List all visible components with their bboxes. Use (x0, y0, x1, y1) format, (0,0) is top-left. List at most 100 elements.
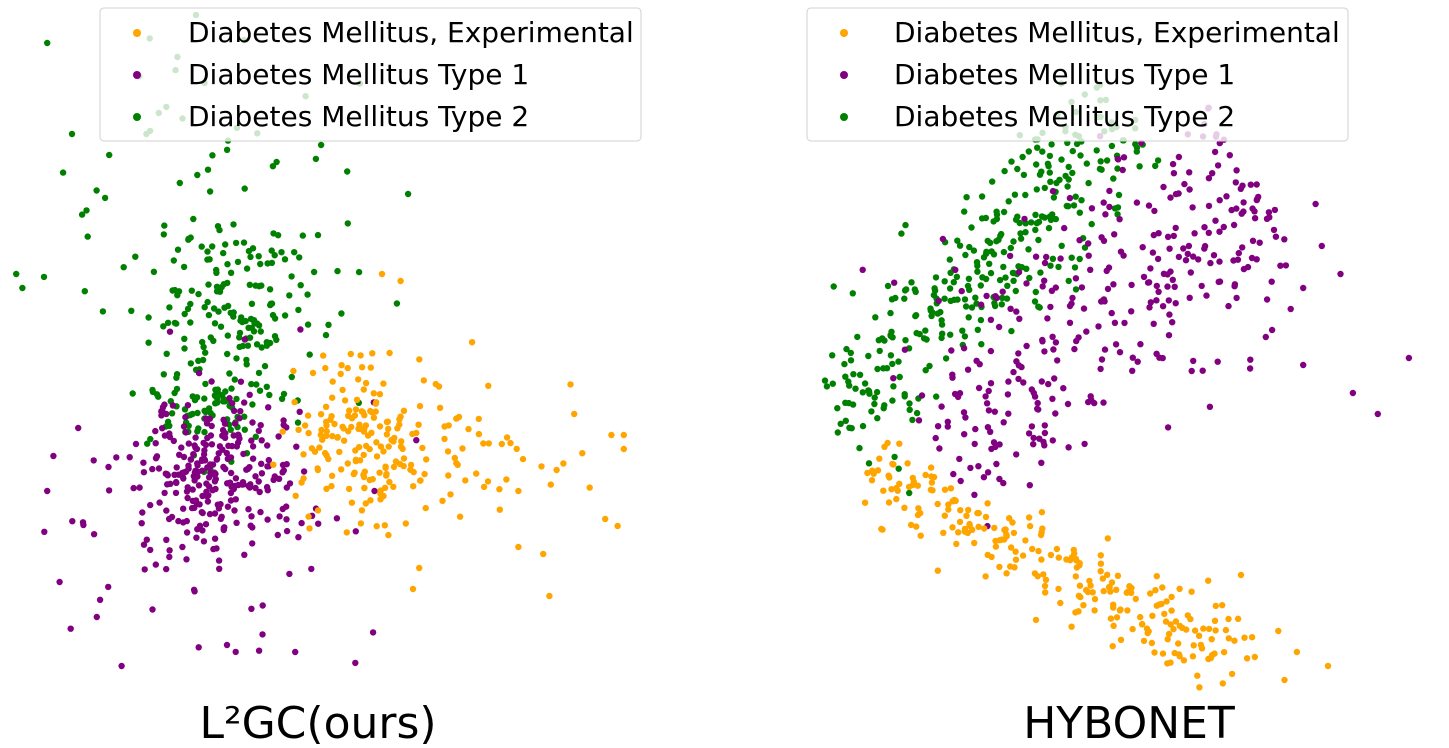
point-diabetes-mellitus-experimental (316, 444, 323, 451)
point-diabetes-mellitus-experimental (1034, 573, 1041, 580)
point-diabetes-mellitus-type-2 (83, 207, 90, 214)
point-diabetes-mellitus-type-2 (965, 275, 973, 282)
point-diabetes-mellitus-type-2 (1108, 142, 1116, 150)
point-diabetes-mellitus-experimental (455, 413, 463, 421)
point-diabetes-mellitus-experimental (1194, 672, 1201, 679)
point-diabetes-mellitus-experimental (317, 411, 325, 418)
point-diabetes-mellitus-type-2 (920, 335, 928, 342)
point-diabetes-mellitus-type-1 (1117, 248, 1125, 255)
point-diabetes-mellitus-type-1 (132, 440, 140, 448)
point-diabetes-mellitus-experimental (1237, 571, 1245, 579)
point-diabetes-mellitus-experimental (1110, 601, 1117, 608)
point-diabetes-mellitus-type-1 (247, 522, 254, 529)
point-diabetes-mellitus-type-1 (248, 605, 255, 612)
point-diabetes-mellitus-experimental (888, 486, 895, 493)
point-diabetes-mellitus-type-2 (895, 465, 902, 472)
point-diabetes-mellitus-type-2 (1014, 165, 1021, 173)
point-diabetes-mellitus-type-1 (1190, 253, 1197, 260)
point-diabetes-mellitus-type-1 (105, 583, 112, 591)
point-diabetes-mellitus-type-2 (1152, 162, 1159, 170)
point-diabetes-mellitus-type-1 (280, 467, 287, 474)
point-diabetes-mellitus-type-1 (224, 503, 232, 510)
point-diabetes-mellitus-type-1 (187, 456, 195, 463)
point-diabetes-mellitus-experimental (370, 414, 378, 421)
point-diabetes-mellitus-experimental (1281, 676, 1288, 684)
point-diabetes-mellitus-experimental (929, 487, 936, 494)
point-diabetes-mellitus-experimental (358, 364, 366, 371)
point-diabetes-mellitus-type-1 (891, 279, 898, 286)
point-diabetes-mellitus-type-1 (221, 420, 229, 427)
point-diabetes-mellitus-type-2 (128, 307, 135, 314)
point-diabetes-mellitus-type-2 (1002, 274, 1009, 281)
point-diabetes-mellitus-type-1 (1129, 354, 1137, 361)
point-diabetes-mellitus-experimental (352, 456, 360, 463)
point-diabetes-mellitus-type-2 (281, 312, 289, 319)
point-diabetes-mellitus-type-1 (166, 433, 174, 441)
point-diabetes-mellitus-experimental (415, 421, 422, 428)
point-diabetes-mellitus-type-1 (255, 478, 262, 485)
point-diabetes-mellitus-type-1 (1211, 148, 1219, 156)
point-diabetes-mellitus-type-1 (1318, 242, 1326, 250)
point-diabetes-mellitus-experimental (1128, 584, 1135, 592)
point-diabetes-mellitus-experimental (940, 529, 947, 536)
point-diabetes-mellitus-experimental (409, 585, 417, 593)
point-diabetes-mellitus-type-1 (1054, 357, 1061, 364)
point-diabetes-mellitus-type-2 (187, 319, 194, 326)
point-diabetes-mellitus-experimental (380, 492, 387, 500)
point-diabetes-mellitus-experimental (344, 364, 351, 372)
point-diabetes-mellitus-type-2 (1014, 213, 1021, 220)
point-diabetes-mellitus-experimental (305, 429, 312, 437)
point-diabetes-mellitus-type-2 (1062, 172, 1069, 180)
point-diabetes-mellitus-type-1 (1052, 339, 1060, 346)
point-diabetes-mellitus-type-2 (1003, 295, 1011, 302)
point-diabetes-mellitus-type-1 (183, 488, 191, 495)
point-diabetes-mellitus-type-1 (205, 474, 213, 481)
point-diabetes-mellitus-type-1 (1210, 252, 1218, 259)
point-diabetes-mellitus-experimental (1071, 550, 1078, 557)
point-diabetes-mellitus-type-1 (202, 521, 210, 528)
point-diabetes-mellitus-experimental (323, 485, 330, 492)
point-diabetes-mellitus-experimental (965, 506, 972, 514)
point-diabetes-mellitus-type-2 (968, 304, 976, 311)
point-diabetes-mellitus-type-2 (161, 222, 168, 229)
point-diabetes-mellitus-experimental (328, 482, 335, 490)
point-diabetes-mellitus-type-1 (203, 492, 210, 500)
point-diabetes-mellitus-type-1 (315, 520, 322, 527)
point-diabetes-mellitus-type-2 (1000, 248, 1008, 256)
point-diabetes-mellitus-type-1 (1108, 309, 1115, 317)
point-diabetes-mellitus-experimental (1189, 653, 1197, 660)
point-diabetes-mellitus-type-1 (241, 336, 248, 343)
point-diabetes-mellitus-experimental (864, 469, 871, 477)
point-diabetes-mellitus-experimental (915, 505, 922, 512)
point-diabetes-mellitus-type-1 (1101, 298, 1108, 305)
point-diabetes-mellitus-type-2 (906, 406, 913, 413)
point-diabetes-mellitus-type-1 (190, 451, 197, 458)
point-diabetes-mellitus-type-2 (202, 380, 209, 388)
point-diabetes-mellitus-type-1 (118, 662, 125, 670)
point-diabetes-mellitus-type-1 (176, 451, 183, 458)
point-diabetes-mellitus-experimental (1072, 573, 1080, 580)
point-diabetes-mellitus-type-1 (1165, 297, 1173, 304)
point-diabetes-mellitus-experimental (917, 509, 924, 517)
point-diabetes-mellitus-experimental (421, 470, 428, 478)
point-diabetes-mellitus-type-2 (849, 290, 856, 297)
point-diabetes-mellitus-type-1 (1072, 275, 1080, 282)
point-diabetes-mellitus-type-1 (1249, 205, 1256, 212)
point-diabetes-mellitus-type-2 (980, 254, 988, 261)
point-diabetes-mellitus-type-2 (201, 395, 208, 402)
point-diabetes-mellitus-type-1 (1007, 305, 1014, 312)
point-diabetes-mellitus-type-2 (170, 257, 177, 264)
point-diabetes-mellitus-experimental (383, 470, 390, 478)
point-diabetes-mellitus-type-2 (972, 294, 979, 301)
point-diabetes-mellitus-experimental (1225, 635, 1233, 642)
point-diabetes-mellitus-type-2 (187, 360, 194, 367)
point-diabetes-mellitus-type-1 (1137, 341, 1144, 348)
point-diabetes-mellitus-type-2 (937, 308, 944, 316)
point-diabetes-mellitus-experimental (1080, 602, 1087, 609)
point-diabetes-mellitus-type-1 (252, 473, 259, 480)
point-diabetes-mellitus-type-1 (241, 399, 248, 406)
point-diabetes-mellitus-type-1 (932, 434, 939, 442)
point-diabetes-mellitus-experimental (988, 553, 995, 561)
point-diabetes-mellitus-experimental (496, 506, 503, 513)
point-diabetes-mellitus-type-2 (184, 305, 192, 313)
